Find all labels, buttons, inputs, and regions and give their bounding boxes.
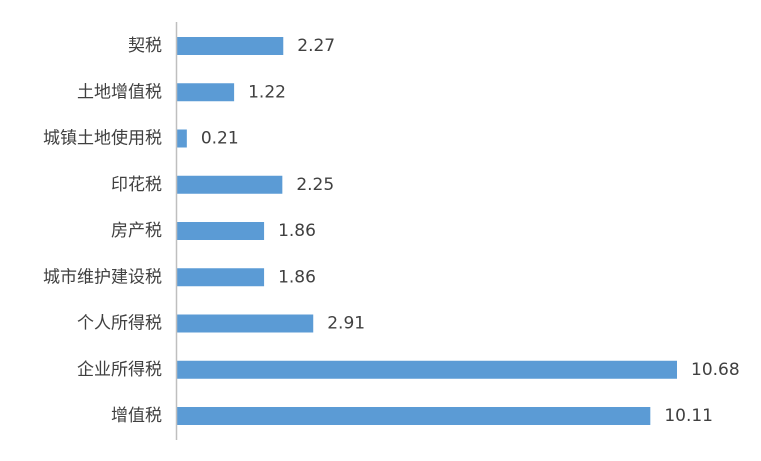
bar — [177, 314, 314, 333]
category-label: 房产税 — [111, 221, 162, 241]
category-label: 印花税 — [111, 175, 162, 195]
category-label: 企业所得税 — [77, 360, 162, 380]
bar — [177, 268, 265, 287]
bar — [177, 175, 283, 194]
bar — [177, 37, 284, 55]
category-label: 个人所得税 — [77, 314, 162, 334]
category-label: 增值税 — [111, 406, 162, 426]
value-labels-group: 2.27 1.22 0.21 2.25 1.86 1.86 2.91 10.68 10.11 — [201, 36, 740, 426]
bar — [177, 83, 235, 102]
value-label: 10.68 — [691, 360, 740, 380]
bar — [177, 129, 187, 148]
category-label: 土地增值税 — [77, 82, 162, 102]
category-label: 契税 — [128, 36, 162, 56]
value-label: 2.91 — [327, 314, 365, 334]
value-label: 2.27 — [297, 36, 335, 56]
bar — [177, 222, 265, 240]
bar — [177, 407, 651, 425]
value-label: 1.22 — [248, 82, 286, 102]
bar — [177, 360, 677, 379]
value-label: 1.86 — [278, 221, 316, 241]
bars-group — [177, 37, 677, 425]
value-label: 2.25 — [296, 175, 334, 195]
value-label: 0.21 — [201, 129, 239, 149]
category-label: 城市维护建设税 — [43, 267, 162, 287]
category-label: 城镇土地使用税 — [43, 128, 162, 149]
value-label: 10.11 — [664, 406, 713, 426]
value-label: 1.86 — [278, 267, 316, 287]
